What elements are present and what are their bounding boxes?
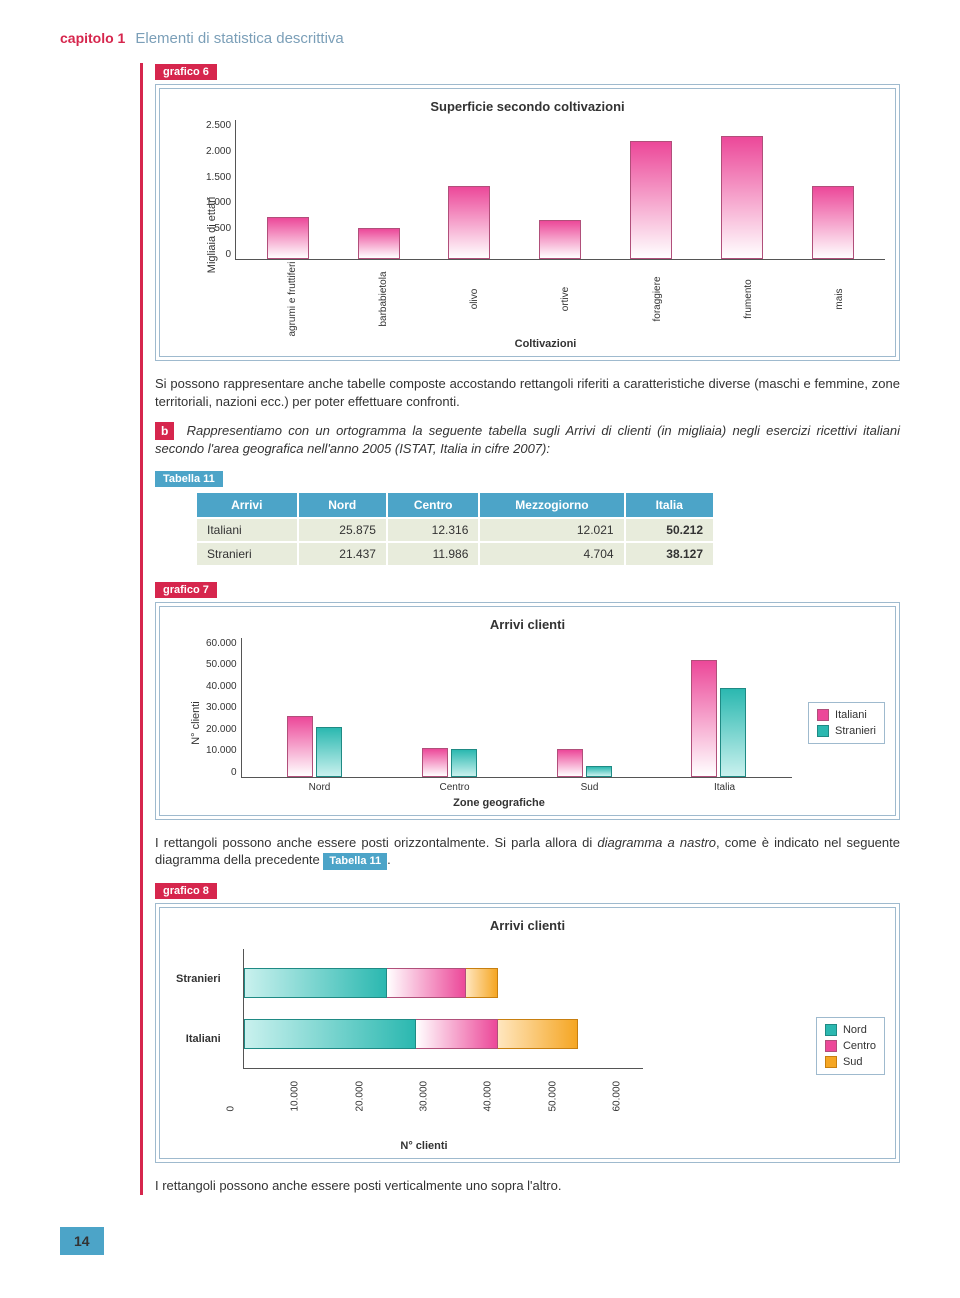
section-b-bullet: b xyxy=(155,422,174,440)
bar-segment xyxy=(416,1019,498,1049)
bar xyxy=(451,749,477,777)
bar-segment xyxy=(498,1019,578,1049)
bar xyxy=(316,727,342,777)
graph6-plot xyxy=(235,120,885,260)
graph7-chart: N° clienti 60.00050.00040.00030.00020.00… xyxy=(206,638,792,809)
graph7-xlabel: Zone geografiche xyxy=(206,797,792,809)
graph8-legend: Nord Centro Sud xyxy=(816,1017,885,1075)
page-number: 14 xyxy=(60,1227,104,1255)
graph7-label: grafico 7 xyxy=(155,582,217,598)
graph6-frame: Superficie secondo coltivazioni Migliaia… xyxy=(155,84,900,361)
bar-segment xyxy=(244,1019,417,1049)
graph8-ylabels: StranieriItaliani xyxy=(176,949,227,1069)
graph8-xlabel: N° clienti xyxy=(224,1140,624,1152)
table-header: Italia xyxy=(625,492,714,518)
table-header: Arrivi xyxy=(196,492,298,518)
graph8-label: grafico 8 xyxy=(155,883,217,899)
graph7-plot xyxy=(241,638,792,778)
bar-group xyxy=(422,748,477,777)
graph7-ylabel: N° clienti xyxy=(190,702,202,746)
bar-segment xyxy=(244,968,387,998)
page-header: capitolo 1 Elementi di statistica descri… xyxy=(60,30,900,47)
para2-pre: I rettangoli possono anche essere posti … xyxy=(155,835,597,850)
bar xyxy=(691,660,717,777)
legend-item: Sud xyxy=(825,1056,876,1068)
bar xyxy=(721,136,763,259)
graph6-chart: Migliaia di ettari 2.5002.0001.5001.0005… xyxy=(206,120,885,350)
para2-ref: Tabella 11 xyxy=(323,853,387,870)
bar xyxy=(422,748,448,777)
bar xyxy=(539,220,581,259)
graph6-xticks: agrumi e fruttiferibarbabietolaolivoorti… xyxy=(246,264,885,334)
stacked-bar xyxy=(244,968,643,998)
graph8-frame: Arrivi clienti StranieriItaliani 010.000… xyxy=(155,903,900,1163)
bar-group xyxy=(691,660,746,777)
graph6-title: Superficie secondo coltivazioni xyxy=(170,99,885,114)
section-b: b Rappresentiamo con un ortogramma la se… xyxy=(155,422,900,458)
bar-segment xyxy=(387,968,467,998)
bar xyxy=(630,141,672,259)
table11: ArriviNordCentroMezzogiornoItalia Italia… xyxy=(195,491,715,567)
table-header: Mezzogiorno xyxy=(479,492,624,518)
table-row: Italiani25.87512.31612.02150.212 xyxy=(196,518,714,542)
bar xyxy=(448,186,490,259)
graph8-xticks: 010.00020.00030.00040.00050.00060.000 xyxy=(224,1079,624,1110)
bar-segment xyxy=(466,968,497,998)
bar xyxy=(358,228,400,259)
graph6-label: grafico 6 xyxy=(155,64,217,80)
graph8-title: Arrivi clienti xyxy=(170,918,885,933)
stacked-bar xyxy=(244,1019,643,1049)
chapter-label: capitolo 1 xyxy=(60,30,125,46)
table-header: Nord xyxy=(298,492,387,518)
graph7-legend: Italiani Stranieri xyxy=(808,702,885,744)
para1: Si possono rappresentare anche tabelle c… xyxy=(155,375,900,410)
para2: I rettangoli possono anche essere posti … xyxy=(155,834,900,870)
table-header: Centro xyxy=(387,492,479,518)
graph6-ylabel: Migliaia di ettari xyxy=(206,197,218,273)
legend-item: Nord xyxy=(825,1024,876,1036)
para2-em: diagramma a nastro xyxy=(597,835,716,850)
chapter-title: Elementi di statistica descrittiva xyxy=(135,30,343,47)
bar xyxy=(267,217,309,259)
main-content: grafico 6 Superficie secondo coltivazion… xyxy=(140,63,900,1195)
table11-label: Tabella 11 xyxy=(155,471,223,487)
graph6-xlabel: Coltivazioni xyxy=(206,338,885,350)
section-b-text: Rappresentiamo con un ortogramma la segu… xyxy=(155,423,900,456)
graph7-frame: Arrivi clienti N° clienti 60.00050.00040… xyxy=(155,602,900,820)
legend-item: Stranieri xyxy=(817,725,876,737)
graph7-title: Arrivi clienti xyxy=(170,617,885,632)
graph8-plot xyxy=(243,949,643,1069)
table-row: Stranieri21.43711.9864.70438.127 xyxy=(196,542,714,566)
graph8-chart: StranieriItaliani xyxy=(170,939,800,1079)
bar-group xyxy=(557,749,612,777)
bar xyxy=(287,716,313,776)
bar xyxy=(586,766,612,777)
graph7-xticks: NordCentroSudItalia xyxy=(252,782,792,793)
legend-item: Italiani xyxy=(817,709,876,721)
bar xyxy=(720,688,746,777)
para3: I rettangoli possono anche essere posti … xyxy=(155,1177,900,1195)
bar-group xyxy=(287,716,342,776)
graph7-yticks: 60.00050.00040.00030.00020.00010.0000 xyxy=(206,638,241,778)
legend-item: Centro xyxy=(825,1040,876,1052)
bar xyxy=(557,749,583,777)
bar xyxy=(812,186,854,259)
